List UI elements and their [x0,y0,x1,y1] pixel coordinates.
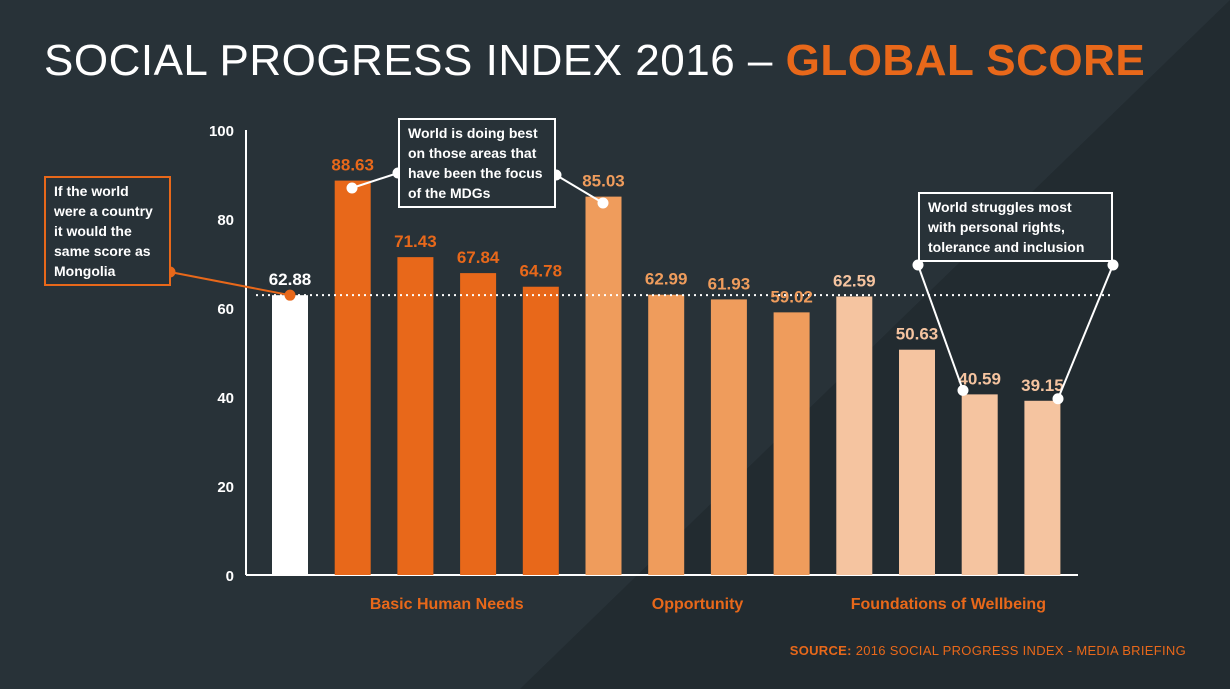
bar-8 [773,312,810,575]
bar-5 [585,196,622,575]
bar-9 [836,296,873,575]
value-label-10: 50.63 [896,325,939,344]
group-label-opportunity: Opportunity [652,596,744,613]
bar-1 [334,180,371,575]
bar-12 [1024,400,1061,575]
value-label-2: 71.43 [394,232,437,251]
y-tick-40: 40 [217,390,234,407]
y-axis-ticks: 0 20 40 60 80 100 [209,123,234,585]
value-label-5: 85.03 [582,172,625,191]
value-label-6: 62.99 [645,270,688,289]
connector-dot-rights-bar12 [1052,393,1064,405]
bar-3 [460,273,497,575]
bar-7 [710,299,747,575]
value-label-1: 88.63 [331,156,374,175]
annotation-mongolia: If the world were a country it would the… [44,176,171,286]
title-main: SOCIAL PROGRESS INDEX 2016 – [44,36,773,85]
value-labels: 62.88 88.63 71.43 67.84 64.78 85.03 62.99 61.93… [269,156,1064,395]
y-tick-80: 80 [217,212,234,229]
value-label-12: 39.15 [1021,376,1064,395]
connector-rights-left [917,264,964,391]
connector-dot-mdg-bar1 [346,182,358,194]
bar-11 [961,394,998,575]
connector-mdg-right [555,174,604,204]
source-label: SOURCE: [789,643,852,658]
source-credit: SOURCE: 2016 SOCIAL PROGRESS INDEX - MED… [790,643,1186,658]
bar-6 [648,294,685,575]
value-label-7: 61.93 [708,274,751,293]
y-tick-20: 20 [217,479,234,496]
annotation-mdgs: World is doing best on those areas that … [398,118,556,208]
connector-dot-mdg-bar5 [597,197,609,209]
group-label-wellbeing: Foundations of Wellbeing [851,596,1046,613]
chart-title: SOCIAL PROGRESS INDEX 2016 – GLOBAL SCOR… [44,36,1145,86]
source-text: 2016 SOCIAL PROGRESS INDEX - MEDIA BRIEF… [851,643,1186,658]
bar-10 [899,349,935,575]
value-label-3: 67.84 [457,248,500,267]
y-tick-60: 60 [217,301,234,318]
connector-dot-rights-box-right [1107,259,1119,271]
title-accent: GLOBAL SCORE [785,36,1146,85]
connector-mongolia [169,271,291,297]
value-label-4: 64.78 [520,262,563,281]
connector-rights-right [1057,264,1114,400]
connector-dot-mongolia-bar [284,289,296,301]
annotation-connectors [164,167,1119,405]
bar-4 [522,286,559,575]
bar-0 [272,295,308,575]
value-label-11: 40.59 [958,369,1001,388]
value-label-8: 59.02 [770,287,813,306]
annotation-personal-rights: World struggles most with personal right… [918,192,1113,262]
bar-2 [397,257,434,575]
value-label-0: 62.88 [269,270,312,289]
value-label-9: 62.59 [833,271,876,290]
connector-mdg-left [351,172,399,189]
y-tick-0: 0 [226,568,234,585]
bars [272,180,1061,575]
group-labels: Basic Human Needs Opportunity Foundations … [370,596,1046,613]
group-label-basic: Basic Human Needs [370,596,524,613]
y-tick-100: 100 [209,123,234,140]
connector-dot-rights-bar11 [957,384,969,396]
